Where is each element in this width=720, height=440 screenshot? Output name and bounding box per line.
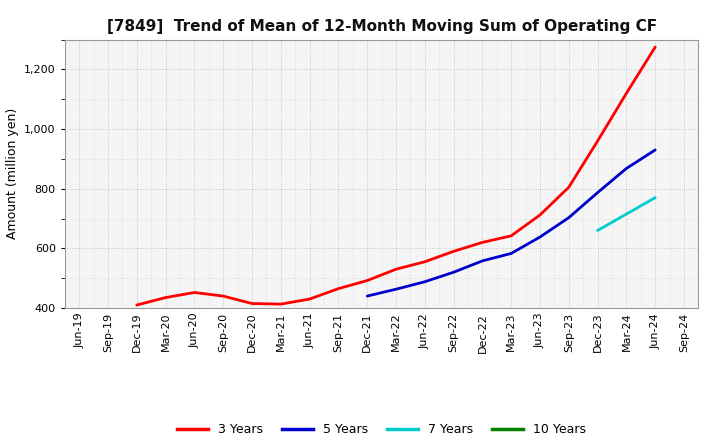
5 Years xyxy=(478,258,487,264)
7 Years xyxy=(593,228,602,233)
Title: [7849]  Trend of Mean of 12-Month Moving Sum of Operating CF: [7849] Trend of Mean of 12-Month Moving … xyxy=(107,19,657,34)
3 Years xyxy=(392,267,400,272)
3 Years xyxy=(334,286,343,291)
3 Years xyxy=(478,240,487,245)
5 Years xyxy=(507,251,516,256)
3 Years xyxy=(420,259,429,264)
Line: 5 Years: 5 Years xyxy=(367,150,655,296)
Line: 7 Years: 7 Years xyxy=(598,198,655,231)
3 Years xyxy=(622,91,631,96)
3 Years xyxy=(248,301,256,306)
3 Years xyxy=(651,44,660,50)
3 Years xyxy=(161,295,170,300)
3 Years xyxy=(536,213,544,218)
3 Years xyxy=(219,293,228,299)
5 Years xyxy=(593,190,602,195)
5 Years xyxy=(622,166,631,171)
3 Years xyxy=(276,301,285,307)
3 Years xyxy=(593,138,602,143)
5 Years xyxy=(420,279,429,284)
3 Years xyxy=(190,290,199,295)
7 Years xyxy=(622,211,631,216)
Legend: 3 Years, 5 Years, 7 Years, 10 Years: 3 Years, 5 Years, 7 Years, 10 Years xyxy=(172,418,591,440)
5 Years xyxy=(392,286,400,292)
5 Years xyxy=(449,270,458,275)
Line: 3 Years: 3 Years xyxy=(137,47,655,305)
3 Years xyxy=(507,233,516,238)
3 Years xyxy=(305,297,314,302)
5 Years xyxy=(651,147,660,153)
3 Years xyxy=(564,184,573,190)
5 Years xyxy=(536,235,544,240)
3 Years xyxy=(363,278,372,283)
7 Years xyxy=(651,195,660,200)
5 Years xyxy=(363,293,372,299)
5 Years xyxy=(564,215,573,220)
3 Years xyxy=(132,302,141,308)
Y-axis label: Amount (million yen): Amount (million yen) xyxy=(6,108,19,239)
3 Years xyxy=(449,249,458,254)
